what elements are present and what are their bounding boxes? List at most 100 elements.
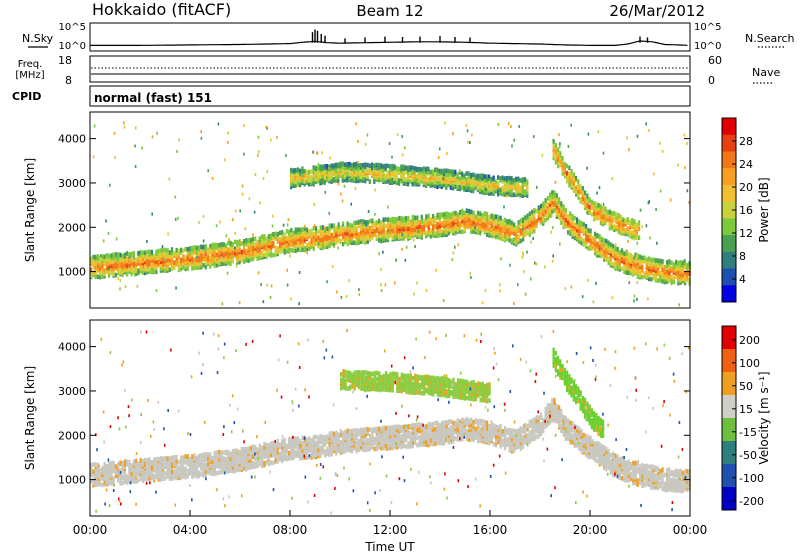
heatmap-cell-3481	[523, 270, 525, 273]
heatmap-cell-3322	[329, 167, 331, 170]
heatmap-cell-1867	[583, 227, 585, 232]
heatmap-cell-3528	[559, 145, 561, 148]
heatmap-cell-824	[306, 228, 308, 233]
heatmap-cell-728	[286, 455, 288, 460]
heatmap-cell-197	[144, 462, 146, 467]
heatmap-cell-896	[331, 431, 333, 436]
heatmap-cell-22	[95, 255, 97, 260]
heatmap-cell-3196	[609, 215, 611, 220]
heatmap-cell-2193	[671, 274, 673, 279]
heatmap-cell-1910	[596, 249, 598, 254]
heatmap-cell-1125	[389, 426, 391, 431]
heatmap-cell-1090	[383, 236, 385, 241]
heatmap-cell-3602	[178, 138, 180, 141]
heatmap-cell-257	[160, 456, 162, 461]
heatmap-cell-3541	[503, 205, 505, 208]
heatmap-cell-1366	[452, 211, 454, 216]
heatmap-cell-847	[320, 453, 322, 458]
heatmap-cell-707	[279, 443, 281, 448]
heatmap-cell-3505	[466, 124, 468, 127]
heatmap-cell-3222	[618, 221, 620, 226]
heatmap-cell-33	[99, 271, 101, 276]
heatmap-cell-3174	[602, 214, 604, 219]
heatmap-cell-3441	[586, 167, 588, 170]
heatmap-cell-727	[281, 235, 283, 240]
heatmap-cell-307	[173, 470, 175, 475]
heatmap-cell-996	[356, 428, 358, 433]
heatmap-cell-3425	[287, 223, 289, 226]
heatmap-cell-1551	[500, 221, 502, 226]
heatmap-cell-2928	[497, 175, 499, 180]
heatmap-cell-3479	[525, 293, 527, 296]
heatmap-cell-204	[142, 250, 144, 255]
heatmap-cell-2093	[644, 256, 646, 261]
heatmap-cell-2102	[646, 258, 648, 263]
heatmap-cell-3295	[239, 301, 241, 304]
heatmap-cell-1693	[538, 205, 540, 210]
heatmap-cell-27	[97, 473, 99, 478]
heatmap-cell-1375	[455, 211, 457, 216]
heatmap-cell-439	[205, 265, 207, 270]
heatmap-cell-1500	[488, 227, 490, 232]
heatmap-cell-3017	[526, 185, 528, 190]
heatmap-cell-333	[180, 456, 182, 461]
heatmap-cell-2984	[515, 177, 517, 182]
heatmap-cell-1202	[410, 435, 412, 440]
heatmap-cell-314	[176, 473, 178, 478]
heatmap-cell-1060	[371, 428, 373, 433]
colorbar-tick-label-0: 28	[739, 135, 753, 148]
heatmap-cell-3420	[108, 232, 110, 235]
heatmap-cell-694	[272, 241, 274, 246]
heatmap-cell-1581	[509, 238, 511, 243]
heatmap-cell-3224	[618, 213, 620, 218]
heatmap-cell-2916	[493, 176, 495, 181]
heatmap-cell-565	[236, 240, 238, 245]
heatmap-cell-1298	[437, 222, 439, 227]
heatmap-cell-590	[245, 447, 247, 452]
heatmap-cell-647	[261, 446, 263, 451]
heatmap-cell-3233	[620, 215, 622, 220]
heatmap-cell-1196	[407, 216, 409, 221]
noise-panel-frame	[90, 23, 690, 51]
heatmap-cell-3337	[332, 265, 334, 268]
heatmap-cell-3502	[176, 150, 178, 153]
heatmap-cell-2830	[466, 177, 468, 182]
heatmap-cell-2607	[396, 174, 398, 179]
heatmap-cell-2838	[468, 171, 470, 176]
heatmap-cell-2724	[432, 170, 434, 175]
heatmap-cell-2665	[414, 166, 416, 171]
heatmap-cell-901	[329, 242, 331, 247]
heatmap-cell-3415	[137, 285, 139, 288]
noise-left-tick-bottom: 10^0	[59, 41, 86, 52]
heatmap-cell-728	[281, 230, 283, 235]
heatmap-cell-274	[164, 456, 166, 461]
heatmap-cell-23	[97, 275, 99, 280]
heatmap-cell-2795	[454, 177, 456, 182]
heatmap-cell-2846	[470, 173, 472, 178]
heatmap-cell-3509	[510, 125, 512, 128]
heatmap-cell-990	[356, 446, 358, 451]
heatmap-cell-1738	[549, 193, 551, 198]
heatmap-cell-1932	[601, 237, 603, 242]
heatmap-cell-1184	[405, 444, 407, 449]
heatmap-cell-30	[97, 254, 99, 259]
heatmap-cell-1043	[367, 427, 369, 432]
heatmap-cell-3404	[222, 302, 224, 305]
heatmap-cell-960	[347, 429, 349, 434]
heatmap-cell-940	[342, 431, 344, 436]
heatmap-cell-682	[270, 251, 272, 256]
heatmap-cell-2319	[306, 170, 308, 175]
heatmap-cell-1995	[617, 247, 619, 252]
heatmap-cell-190	[142, 459, 144, 464]
heatmap-cell-515	[227, 450, 229, 455]
heatmap-cell-475	[214, 257, 216, 262]
heatmap-cell-3389	[600, 204, 602, 207]
heatmap-cell-3285	[638, 227, 640, 232]
heatmap-cell-3433	[203, 240, 205, 243]
heatmap-cell-81	[110, 461, 112, 466]
heatmap-cell-3390	[134, 145, 136, 148]
heatmap-cell-3587	[306, 251, 308, 254]
heatmap-cell-987	[353, 433, 355, 438]
heatmap-cell-3339	[139, 251, 141, 254]
